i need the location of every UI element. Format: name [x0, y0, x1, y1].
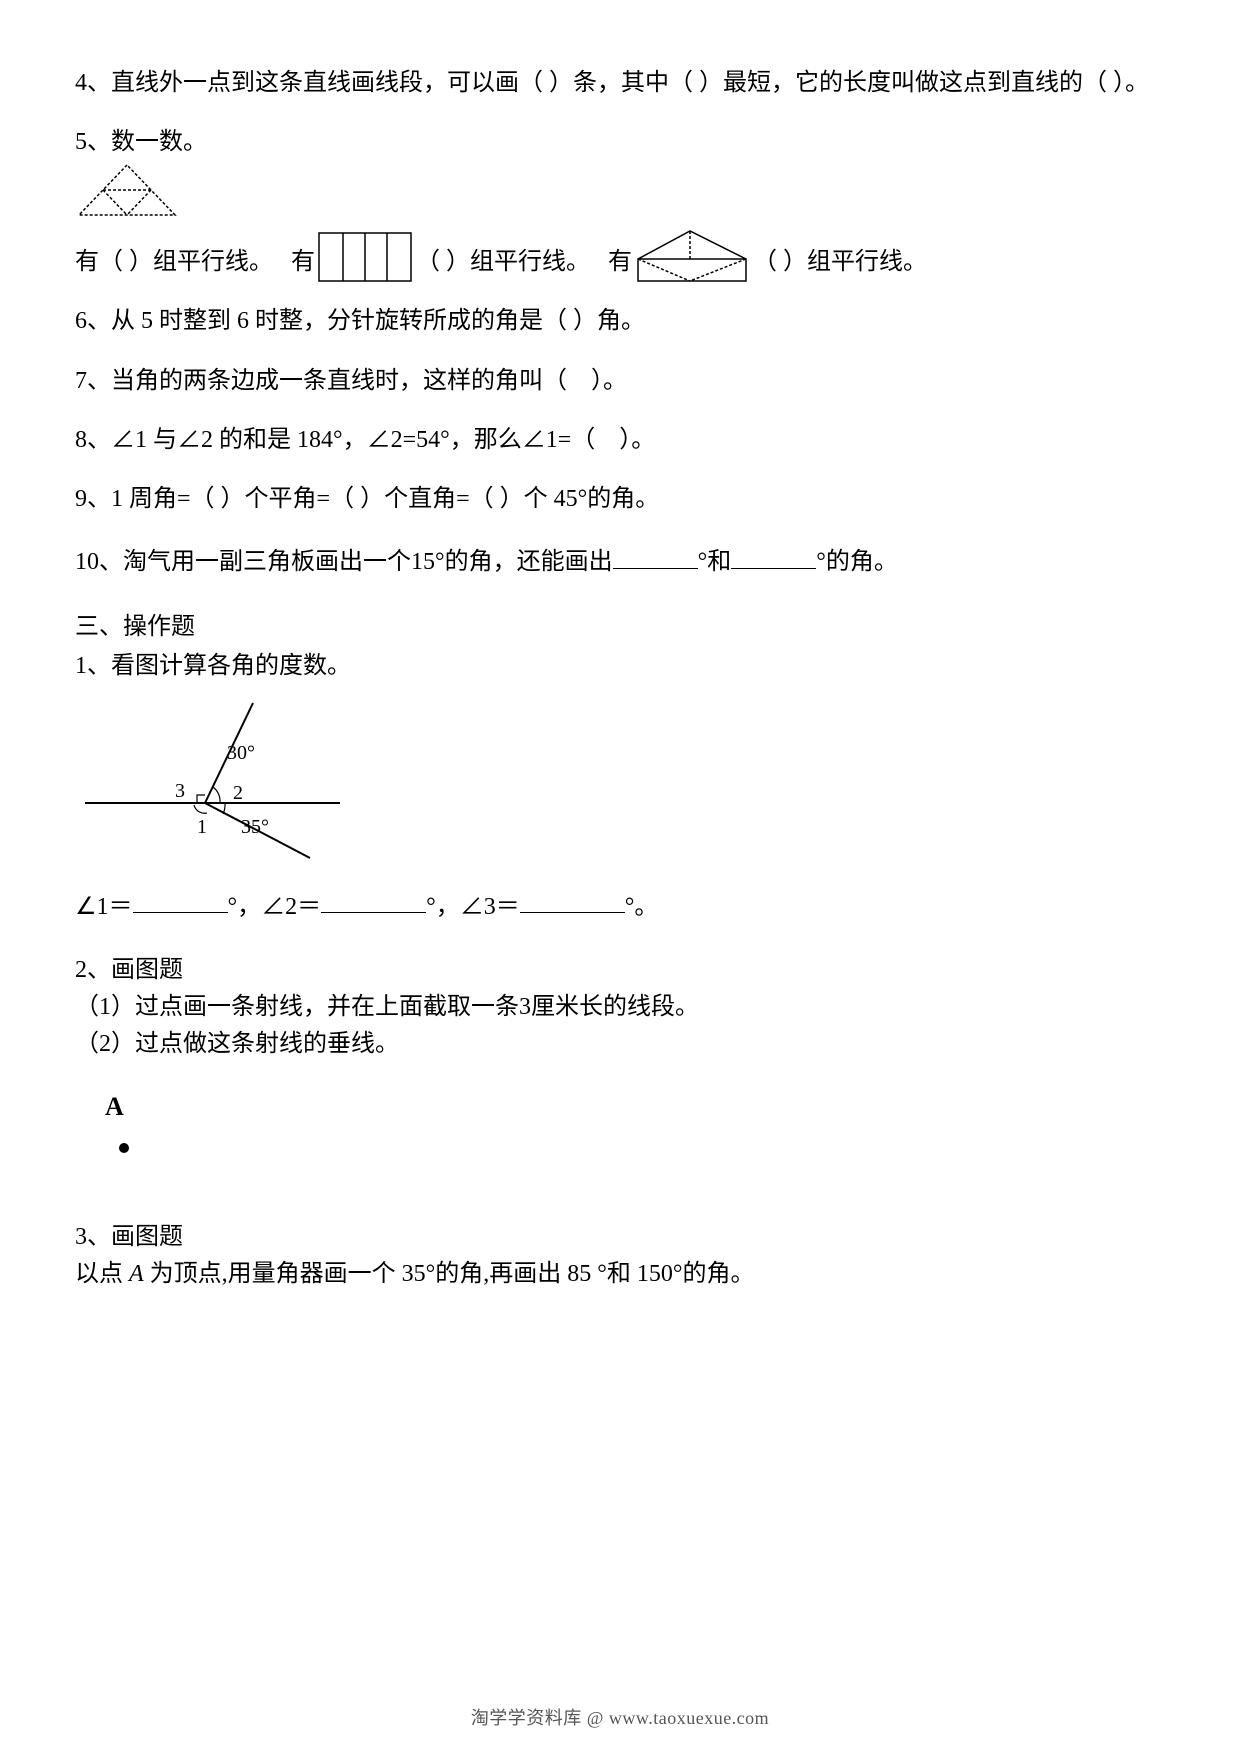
point-a-label: A — [105, 1087, 1165, 1127]
q5-label-1: 有（ ）组平行线。 — [75, 244, 273, 281]
question-7: 7、当角的两条边成一条直线时，这样的角叫（ ）。 — [75, 363, 1165, 400]
question-10: 10、淘气用一副三角板画出一个15°的角，还能画出 °和 °的角。 — [75, 540, 1165, 581]
q10-b: °和 — [698, 549, 732, 575]
question-8: 8、∠1 与∠2 的和是 184°，∠2=54°，那么∠1=（ ）。 — [75, 422, 1165, 459]
q7-text: 7、当角的两条边成一条直线时，这样的角叫（ ）。 — [75, 368, 627, 394]
q10-blank-1 — [613, 540, 698, 569]
s3q1-d: °。 — [625, 893, 659, 919]
vertical-bars-icon — [313, 227, 418, 287]
question-5: 5、数一数。 有（ ）组平行线。 有 — [75, 124, 1165, 281]
q10-a: 10、淘气用一副三角板画出一个15°的角，还能画出 — [75, 549, 613, 575]
s3-q3: 3、画图题 以点 A 为顶点,用量角器画一个 35°的角,再画出 85 °和 1… — [75, 1219, 1165, 1293]
q10-c: °的角。 — [816, 549, 898, 575]
section-3-title: 三、操作题 — [75, 609, 1165, 646]
question-6: 6、从 5 时整到 6 时整，分针旋转所成的角是（ ）角。 — [75, 303, 1165, 340]
label-3-num: 3 — [175, 780, 185, 802]
label-1-num: 1 — [197, 816, 207, 838]
s3q3-b: 为顶点,用量角器画一个 35°的角,再画出 85 °和 150°的角。 — [144, 1261, 755, 1287]
triangle-grid-icon — [75, 161, 180, 219]
italic-a: A — [129, 1261, 144, 1287]
point-a-dot-icon — [117, 1130, 1165, 1167]
q8-text: 8、∠1 与∠2 的和是 184°，∠2=54°，那么∠1=（ ）。 — [75, 427, 655, 453]
s3q2-title: 2、画图题 — [75, 952, 1165, 989]
q9-text: 9、1 周角=（ ）个平角=（ ）个直角=（ ）个 45°的角。 — [75, 486, 659, 512]
q5-title: 5、数一数。 — [75, 124, 1165, 161]
page-footer: 淘学学资料库 @ www.taoxuexue.com — [0, 1705, 1240, 1733]
s3q1-blank1 — [133, 885, 228, 914]
q5-figures-row — [75, 161, 1165, 219]
s3q1-blank3 — [520, 885, 625, 914]
s3q3-text: 以点 A 为顶点,用量角器画一个 35°的角,再画出 85 °和 150°的角。 — [75, 1256, 1165, 1293]
question-4: 4、直线外一点到这条直线画线段，可以画（ ）条，其中（ ）最短，它的长度叫做这点… — [75, 65, 1165, 102]
q5-label-2a: 有 — [291, 244, 315, 281]
s3q1-a: ∠1＝ — [75, 893, 133, 919]
angle-figure-icon: 30° 35° 3 2 1 — [75, 693, 350, 868]
q5-label-2b: （ ）组平行线。 — [416, 244, 590, 281]
s3-q1-answer-line: ∠1＝ °，∠2＝ °，∠3＝ °。 — [75, 885, 1165, 926]
label-30: 30° — [227, 742, 255, 764]
label-35: 35° — [241, 816, 269, 838]
q5-fig1-block — [75, 161, 180, 219]
s3-q2: 2、画图题 （1）过点画一条射线，并在上面截取一条3厘米长的线段。 （2）过点做… — [75, 952, 1165, 1167]
q10-blank-2 — [731, 540, 816, 569]
s3q1-blank2 — [321, 885, 426, 914]
question-9: 9、1 周角=（ ）个平角=（ ）个直角=（ ）个 45°的角。 — [75, 481, 1165, 518]
angle-diagram: 30° 35° 3 2 1 — [75, 693, 1165, 880]
s3q1-b: °，∠2＝ — [228, 893, 322, 919]
s3q1-c: °，∠3＝ — [426, 893, 520, 919]
prism-shape-icon — [630, 225, 755, 287]
q5-label-3b: （ ）组平行线。 — [753, 244, 927, 281]
q6-text: 6、从 5 时整到 6 时整，分针旋转所成的角是（ ）角。 — [75, 308, 645, 334]
q5-labels-row: 有（ ）组平行线。 有 （ ）组平行线。 有 — [75, 225, 1165, 281]
s3q3-a: 以点 — [75, 1261, 129, 1287]
s3q3-title: 3、画图题 — [75, 1219, 1165, 1256]
s3-q1-title: 1、看图计算各角的度数。 — [75, 648, 1165, 685]
s3q2-1: （1）过点画一条射线，并在上面截取一条3厘米长的线段。 — [75, 989, 1165, 1026]
s3q2-2: （2）过点做这条射线的垂线。 — [75, 1026, 1165, 1063]
q4-text: 4、直线外一点到这条直线画线段，可以画（ ）条，其中（ ）最短，它的长度叫做这点… — [75, 70, 1149, 96]
label-2-num: 2 — [233, 782, 243, 804]
q5-label-3a: 有 — [608, 244, 632, 281]
